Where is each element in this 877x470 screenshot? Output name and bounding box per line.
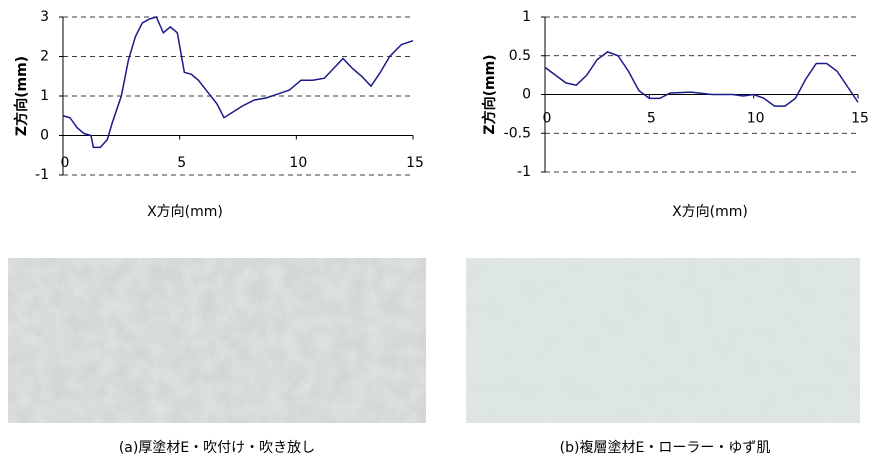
caption: (b)複層塗材E・ローラー・ゆず肌 bbox=[560, 439, 771, 456]
y-tick-label: -1 bbox=[35, 167, 49, 183]
y-tick-label: 1 bbox=[40, 88, 49, 104]
figure: (a)厚塗材E・吹付け・吹き放し (b)複層塗材E・ローラー・ゆず肌 -1 0 1 2… bbox=[0, 0, 877, 466]
x-tick-label: 5 bbox=[177, 155, 186, 171]
caption: (a)厚塗材E・吹付け・吹き放し bbox=[119, 439, 315, 456]
y-axis-title: Z方向(mm) bbox=[13, 56, 30, 136]
y-tick-label: 3 bbox=[40, 9, 49, 25]
y-tick-label: -0.5 bbox=[504, 125, 531, 141]
x-tick-label: 0 bbox=[543, 111, 552, 127]
y-tick-label: 0 bbox=[522, 87, 531, 103]
photo-b bbox=[466, 258, 860, 423]
x-tick-label: 10 bbox=[289, 155, 307, 171]
x-tick-label: 0 bbox=[61, 155, 70, 171]
y-tick-label: 2 bbox=[40, 49, 49, 65]
x-tick-label: 15 bbox=[851, 111, 869, 127]
photo-a bbox=[8, 258, 426, 423]
x-tick-label: 15 bbox=[406, 155, 424, 171]
x-tick-label: 10 bbox=[747, 111, 765, 127]
y-axis-title: Z方向(mm) bbox=[481, 54, 498, 134]
y-tick-label: 0.5 bbox=[509, 48, 531, 64]
x-axis-title: X方向(mm) bbox=[147, 204, 223, 220]
data-line bbox=[545, 52, 858, 106]
y-tick-label: 0 bbox=[40, 128, 49, 144]
x-axis-title: X方向(mm) bbox=[672, 204, 748, 220]
x-tick-label: 5 bbox=[647, 111, 656, 127]
data-line bbox=[63, 17, 413, 147]
y-tick-label: -1 bbox=[517, 164, 531, 180]
y-tick-label: 1 bbox=[522, 9, 531, 25]
